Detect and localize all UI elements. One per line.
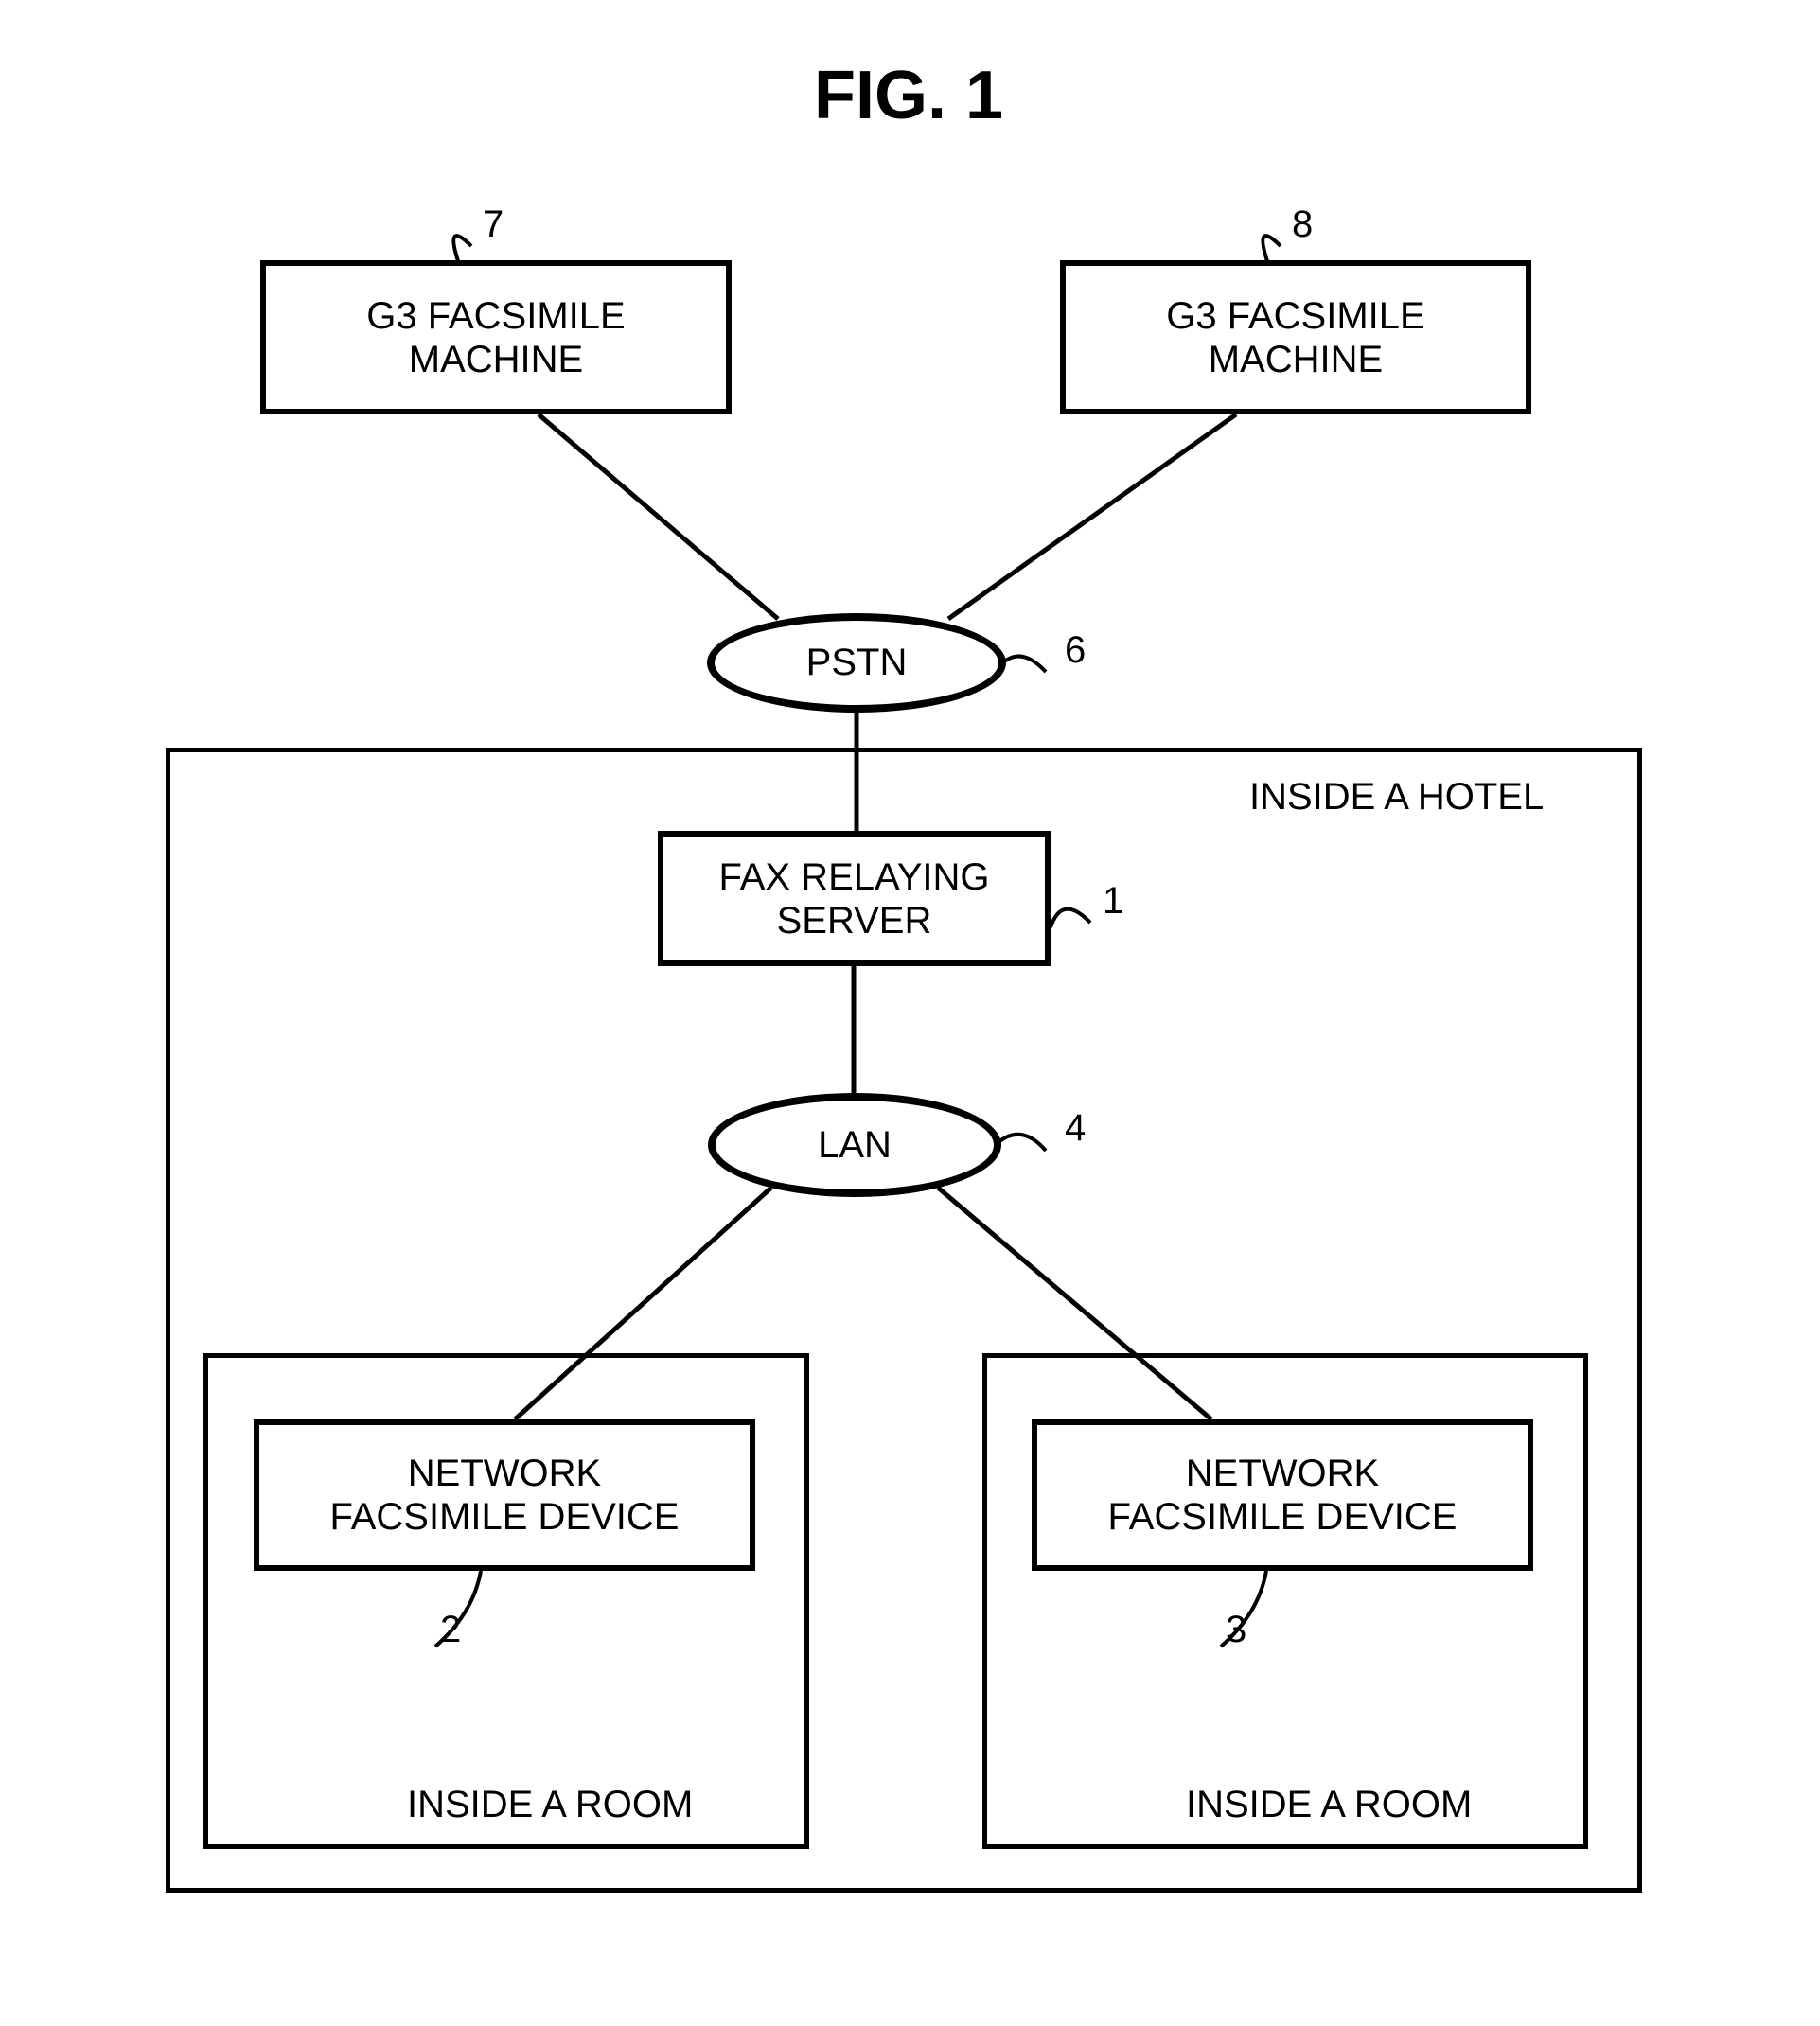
node-lan: LAN [708, 1093, 1001, 1197]
node-label-fax7: G3 FACSIMILE MACHINE [366, 294, 625, 381]
node-label-lan: LAN [818, 1124, 892, 1167]
node-label-nfd2: NETWORK FACSIMILE DEVICE [330, 1452, 680, 1539]
ref-leader-fax8 [1263, 236, 1281, 261]
container-label-room1: INSIDE A ROOM [407, 1784, 693, 1826]
node-label-fax8: G3 FACSIMILE MACHINE [1166, 294, 1424, 381]
node-relay: FAX RELAYING SERVER [658, 831, 1051, 966]
container-label-room2: INSIDE A ROOM [1186, 1784, 1472, 1826]
ref-label-nfd3: 3 [1226, 1609, 1246, 1651]
node-pstn: PSTN [707, 613, 1006, 713]
edge-fax7-pstn [539, 414, 778, 619]
node-nfd2: NETWORK FACSIMILE DEVICE [254, 1419, 755, 1571]
diagram-canvas: FIG. 1 INSIDE A HOTEL INSIDE A ROOM INSIDE… [0, 0, 1820, 2026]
ref-label-lan: 4 [1065, 1107, 1086, 1150]
ref-label-nfd2: 2 [440, 1609, 461, 1651]
container-label-hotel: INSIDE A HOTEL [1249, 776, 1544, 819]
node-label-nfd3: NETWORK FACSIMILE DEVICE [1108, 1452, 1458, 1539]
ref-leader-pstn [1003, 656, 1046, 672]
figure-title: FIG. 1 [719, 57, 1098, 134]
ref-label-relay: 1 [1103, 880, 1123, 923]
node-label-pstn: PSTN [806, 642, 908, 684]
ref-label-pstn: 6 [1065, 629, 1086, 672]
ref-label-fax8: 8 [1292, 203, 1313, 246]
ref-leader-fax7 [453, 236, 471, 261]
node-nfd3: NETWORK FACSIMILE DEVICE [1032, 1419, 1533, 1571]
node-label-relay: FAX RELAYING SERVER [718, 855, 989, 943]
ref-label-fax7: 7 [483, 203, 504, 246]
node-fax7: G3 FACSIMILE MACHINE [260, 260, 732, 414]
node-fax8: G3 FACSIMILE MACHINE [1060, 260, 1531, 414]
edge-fax8-pstn [948, 414, 1236, 619]
